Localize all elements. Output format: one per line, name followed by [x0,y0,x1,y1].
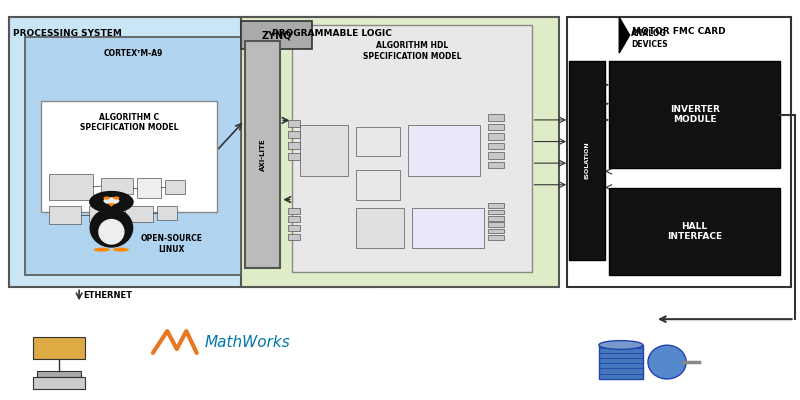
Text: AXI-LITE: AXI-LITE [259,138,266,171]
Ellipse shape [94,248,110,252]
Bar [42,101,217,212]
Bar [288,216,300,222]
Polygon shape [107,203,115,207]
Bar [488,162,504,168]
Bar [569,61,605,260]
Ellipse shape [103,197,119,204]
Bar [488,222,504,227]
Bar [89,206,121,222]
Bar [137,178,161,198]
Bar [488,152,504,159]
Bar [50,174,93,200]
Bar [488,124,504,130]
Text: ISOLATION: ISOLATION [585,142,590,179]
Bar [488,210,504,214]
Bar [412,208,484,248]
Bar [488,216,504,221]
Bar [157,206,177,220]
Bar [50,206,81,224]
Bar [488,133,504,140]
Bar [599,345,643,379]
Bar [101,178,133,194]
Bar [288,142,300,149]
Text: MOTOR FMC CARD: MOTOR FMC CARD [632,27,726,36]
Circle shape [89,191,134,213]
Bar [356,126,400,156]
Bar [300,124,348,176]
Text: ZYNQ: ZYNQ [261,30,292,40]
Bar [245,41,281,268]
Circle shape [113,196,119,200]
Bar [292,25,531,272]
Text: PROGRAMMABLE LOGIC: PROGRAMMABLE LOGIC [273,29,392,38]
Ellipse shape [98,219,125,245]
Bar [488,143,504,149]
Bar [26,37,241,276]
Ellipse shape [599,341,642,349]
Bar [10,17,376,287]
Text: ANALOG
DEVICES: ANALOG DEVICES [631,29,668,48]
Text: INVERTER
MODULE: INVERTER MODULE [670,105,719,124]
Bar [241,17,559,287]
Bar [288,208,300,214]
Bar [609,61,780,168]
Text: PROCESSING SYSTEM: PROCESSING SYSTEM [14,29,122,38]
Bar [408,124,480,176]
Ellipse shape [90,208,134,248]
Text: CORTEXᵀM-A9: CORTEXᵀM-A9 [103,49,162,58]
Text: ALGORITHM C
SPECIFICATION MODEL: ALGORITHM C SPECIFICATION MODEL [80,113,178,132]
Bar [34,377,85,389]
Bar [488,203,504,208]
Polygon shape [619,17,630,53]
Bar [288,120,300,127]
Bar [34,337,85,359]
Bar [165,180,185,194]
Text: ETHERNET: ETHERNET [83,291,132,300]
Bar [356,170,400,200]
Bar [241,21,312,49]
Bar [488,235,504,240]
Text: HALL
INTERFACE: HALL INTERFACE [667,222,722,242]
Text: ALGORITHM HDL
SPECIFICATION MODEL: ALGORITHM HDL SPECIFICATION MODEL [362,41,462,60]
Ellipse shape [113,248,129,252]
Text: OPEN-SOURCE
LINUX: OPEN-SOURCE LINUX [141,234,202,254]
Bar [288,153,300,160]
Text: MathWorks: MathWorks [205,335,290,350]
Bar [609,188,780,276]
Bar [488,114,504,120]
Bar [288,234,300,240]
Bar [356,208,404,248]
Ellipse shape [648,345,686,379]
Bar [125,206,153,222]
Bar [288,225,300,231]
Bar [38,371,81,377]
Bar [488,228,504,233]
Circle shape [103,196,110,200]
Bar [288,131,300,138]
Bar [567,17,790,287]
